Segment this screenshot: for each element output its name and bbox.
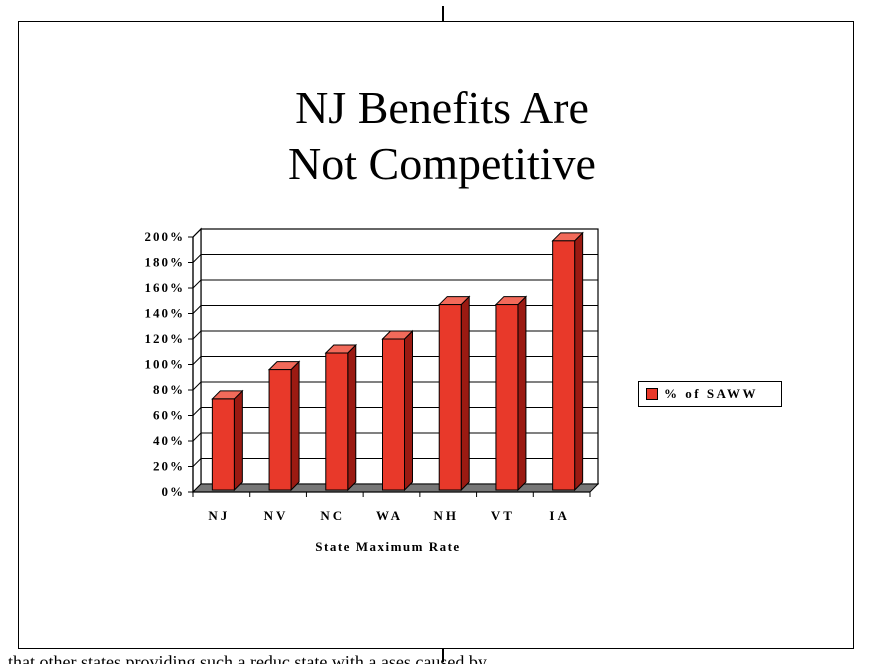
y-tick-label: 200% — [145, 229, 186, 244]
chart-legend: % of SAWW — [638, 381, 782, 407]
bar — [325, 352, 349, 491]
y-tick-label: 160% — [145, 280, 186, 295]
y-tick-label: 140% — [145, 306, 186, 321]
bar — [438, 304, 462, 491]
bar — [495, 304, 519, 491]
y-tick-label: 80% — [153, 382, 185, 397]
gridline — [192, 254, 598, 263]
x-tick-label: NH — [433, 508, 459, 523]
title-line-2: Not Competitive — [288, 138, 596, 189]
legend-swatch — [646, 388, 658, 400]
y-tick-label: 40% — [153, 433, 185, 448]
x-tick-label: NV — [264, 508, 289, 523]
y-tick-label: 20% — [153, 459, 185, 474]
gridline — [192, 279, 598, 289]
top-divider-tick — [442, 6, 444, 21]
x-tick-label: NC — [320, 508, 345, 523]
x-axis-title: State Maximum Rate — [315, 539, 460, 554]
y-tick-label: 60% — [153, 408, 185, 423]
bar — [211, 398, 235, 491]
bar-side — [233, 389, 243, 492]
bar — [382, 338, 405, 491]
y-tick-label: 120% — [145, 331, 186, 346]
bar-side — [574, 231, 584, 492]
bar-side — [404, 329, 413, 492]
bar — [268, 369, 292, 491]
y-tick-label: 180% — [145, 255, 186, 270]
bar — [552, 240, 576, 491]
bar-side — [347, 343, 357, 492]
y-tick-label: 0% — [162, 484, 186, 499]
bar-side — [290, 360, 300, 492]
y-tick-label: 100% — [145, 357, 186, 372]
title-line-1: NJ Benefits Are — [295, 82, 589, 133]
slide-title: NJ Benefits Are Not Competitive — [0, 80, 884, 192]
legend-label: % of SAWW — [664, 386, 759, 401]
x-tick-label: IA — [549, 508, 569, 523]
bottom-divider-tick — [442, 649, 444, 662]
x-tick-label: VT — [491, 508, 515, 523]
x-tick-label: WA — [376, 508, 403, 523]
bar-side — [517, 295, 527, 492]
cut-off-body-text: that other states providing such a reduc… — [8, 652, 487, 664]
gridline — [192, 228, 598, 238]
x-tick-label: NJ — [208, 508, 230, 523]
bar-side — [460, 295, 470, 492]
